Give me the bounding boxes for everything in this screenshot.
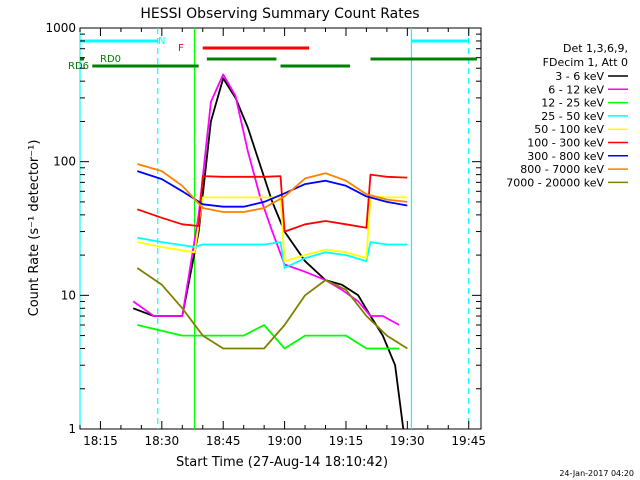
legend-label-25-50-kev: 25 - 50 keV xyxy=(541,110,604,123)
x-axis-label-suffix: ) xyxy=(383,455,388,470)
x-tick-label-1830: 18:30 xyxy=(145,434,180,448)
plot-frame xyxy=(79,27,482,430)
legend-label-12-25-kev: 12 - 25 keV xyxy=(541,97,604,110)
legend-label-50-100-kev: 50 - 100 keV xyxy=(534,123,604,136)
series-line-100-300-kev xyxy=(137,173,408,233)
vertical-markers xyxy=(79,28,470,429)
series-line-50-100-kev xyxy=(137,195,408,263)
x-tick-label-1915: 19:15 xyxy=(329,434,364,448)
series-line-800-7000-kev xyxy=(137,163,408,213)
x-tick-label-1845: 18:45 xyxy=(206,434,241,448)
flag-label-rd0: RD0 xyxy=(100,54,121,65)
legend-label-100-300-kev: 100 - 300 keV xyxy=(527,137,604,150)
legend-label-3-6-kev: 3 - 6 keV xyxy=(555,70,604,83)
series-lines xyxy=(132,73,408,430)
legend-label-300-800-kev: 300 - 800 keV xyxy=(527,150,604,163)
x-tick-label-1945: 19:45 xyxy=(451,434,486,448)
plot-area: N F RD0 RD6 xyxy=(68,27,482,430)
legend-label-7000-20000-kev: 7000 - 20000 keV xyxy=(506,176,604,189)
series-line-6-12-kev xyxy=(132,73,400,326)
flag-label-f: F xyxy=(178,43,184,54)
y-tick-label-1000: 1000 xyxy=(45,21,76,35)
x-axis-label-prefix: Start Time ( xyxy=(176,455,253,470)
y-tick-label-100: 100 xyxy=(53,155,76,169)
legend-header-line-1: Det 1,3,6,9, xyxy=(563,42,628,55)
series-line-300-800-kev xyxy=(137,170,408,208)
legend-label-800-7000-kev: 800 - 7000 keV xyxy=(520,163,604,176)
series-line-7000-20000-kev xyxy=(136,267,408,350)
x-axis-start-time: 27-Aug-14 18:10:42 xyxy=(253,455,383,470)
legend-header-line-2: FDecim 1, Att 0 xyxy=(543,56,628,69)
axes: 1 10 100 1000 18:15 18:30 18:45 19:00 19:15 19:30… xyxy=(45,21,486,448)
x-axis-label: Start Time (27-Aug-14 18:10:42) xyxy=(176,455,388,470)
series-line-3-6-kev xyxy=(132,77,405,430)
y-tick-label-1: 1 xyxy=(68,422,76,436)
series-line-25-50-kev xyxy=(137,236,408,269)
legend-label-6-12-kev: 6 - 12 keV xyxy=(548,83,604,96)
y-axis-label: Count Rate (s⁻¹ detector⁻¹) xyxy=(27,140,42,317)
legend: Det 1,3,6,9, FDecim 1, Att 0 3 - 6 keV6 … xyxy=(506,42,628,189)
y-tick-label-10: 10 xyxy=(61,288,76,302)
x-tick-label-1930: 19:30 xyxy=(390,434,425,448)
x-tick-label-1815: 18:15 xyxy=(83,434,118,448)
flag-bars: N F RD0 RD6 xyxy=(68,36,477,72)
flag-label-n: N xyxy=(158,36,165,47)
footer-date: 24-Jan-2017 04:20 xyxy=(559,469,634,478)
chart-title: HESSI Observing Summary Count Rates xyxy=(140,6,419,22)
flag-label-rd6: RD6 xyxy=(68,61,89,72)
x-tick-label-1900: 19:00 xyxy=(267,434,302,448)
